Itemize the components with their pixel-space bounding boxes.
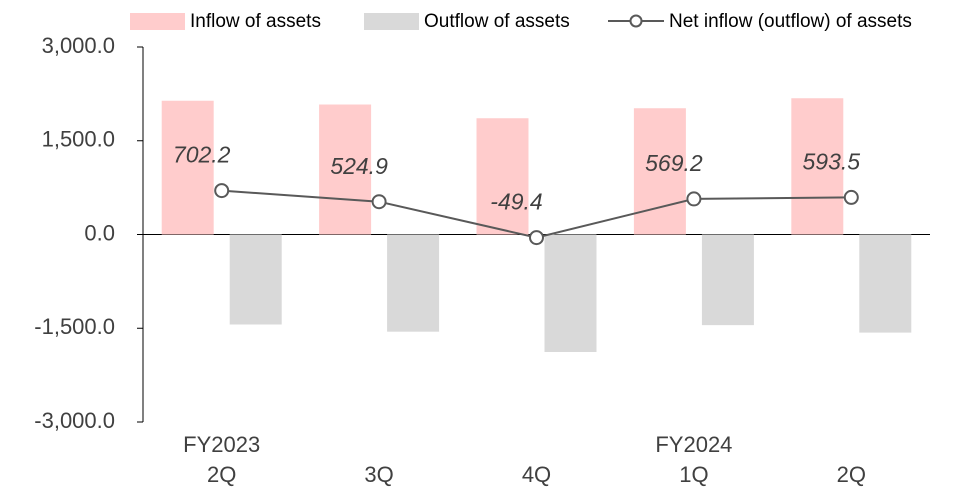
y-tick-label: 0.0 (84, 220, 115, 245)
data-label: 702.2 (173, 142, 231, 168)
legend-swatch (364, 13, 419, 30)
bar (859, 234, 912, 333)
legend-label: Net inflow (outflow) of assets (669, 11, 912, 32)
bar (319, 104, 372, 235)
y-tick-label: -3,000.0 (34, 408, 115, 433)
x-tick-label: 2Q (837, 462, 866, 487)
x-tick-label: 3Q (364, 462, 393, 487)
marker (686, 191, 702, 207)
bar (791, 98, 844, 235)
x-tick-label: 2Q (207, 462, 236, 487)
bar (229, 234, 282, 325)
marker (529, 230, 544, 246)
data-label: -49.4 (490, 189, 542, 215)
x-group-label: FY2024 (655, 432, 732, 457)
marker (371, 194, 387, 210)
data-label: 593.5 (803, 148, 861, 174)
x-group-label: FY2023 (183, 432, 260, 457)
bar (633, 108, 686, 235)
x-tick-label: 4Q (522, 462, 551, 487)
y-tick-label: 3,000.0 (42, 33, 115, 58)
bar (476, 118, 529, 235)
legend-marker (629, 14, 643, 28)
legend-label: Outflow of assets (424, 11, 570, 32)
data-label: 524.9 (330, 153, 388, 179)
legend-swatch (130, 13, 185, 30)
x-tick-label: 1Q (679, 462, 708, 487)
y-tick-label: -1,500.0 (34, 314, 115, 339)
marker (214, 183, 230, 199)
bar (161, 100, 214, 235)
bar (701, 234, 754, 326)
bar (387, 234, 440, 332)
bar (544, 234, 597, 352)
legend-label: Inflow of assets (190, 11, 321, 32)
marker (843, 189, 859, 205)
data-label: 569.2 (645, 150, 703, 176)
y-tick-label: 1,500.0 (42, 127, 115, 152)
